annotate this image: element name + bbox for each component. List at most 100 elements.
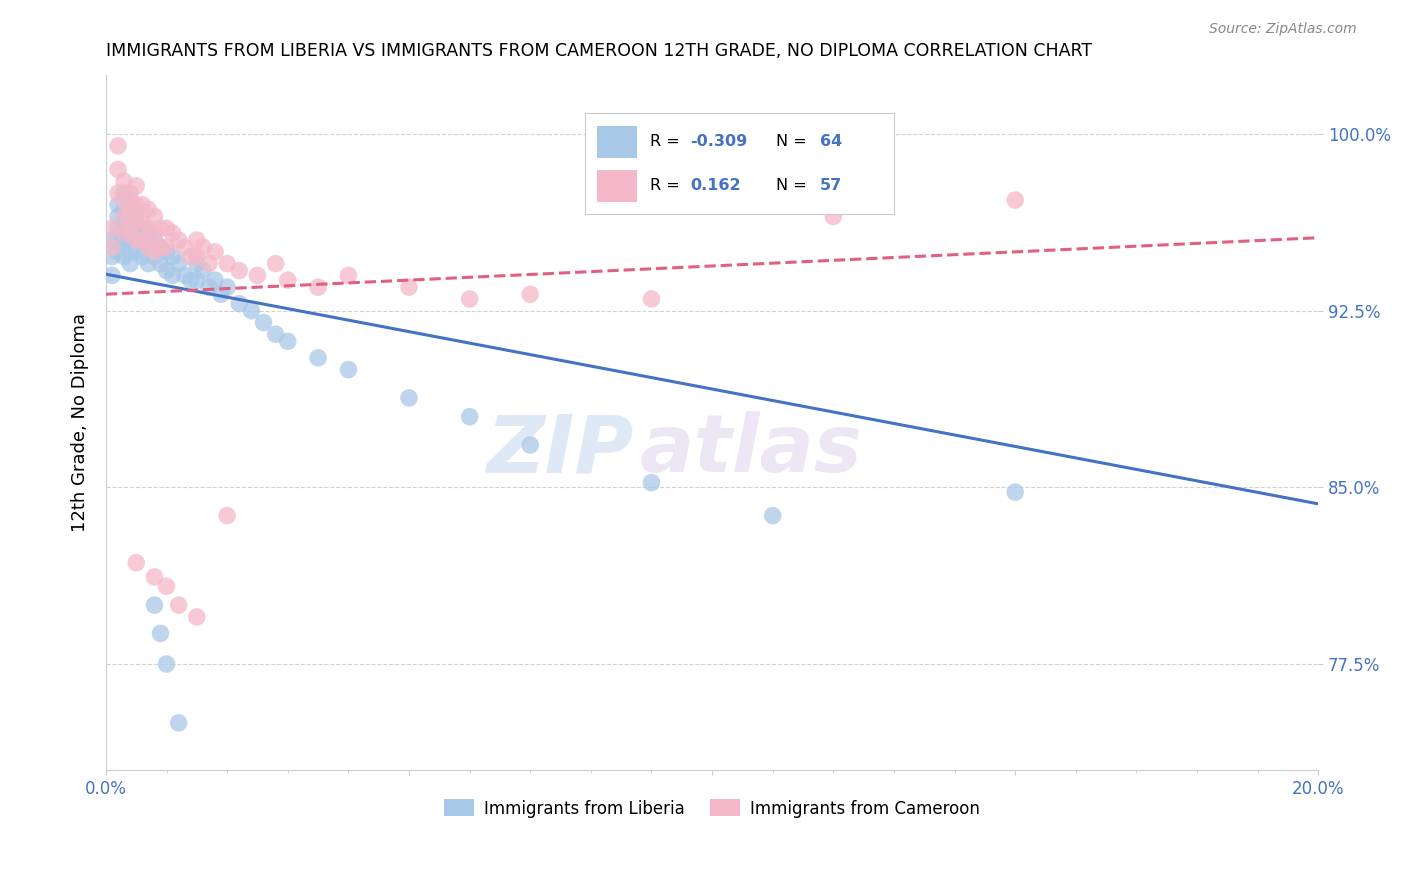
Point xyxy=(277,273,299,287)
Point xyxy=(155,240,177,254)
Point xyxy=(125,178,148,193)
Point xyxy=(823,210,845,224)
Point xyxy=(120,186,142,200)
Point xyxy=(186,610,208,624)
Point xyxy=(209,287,232,301)
Point xyxy=(173,268,195,283)
Point xyxy=(138,240,160,254)
Text: atlas: atlas xyxy=(640,411,862,490)
Point xyxy=(101,233,124,247)
Point xyxy=(180,273,202,287)
Point xyxy=(252,316,274,330)
Text: Source: ZipAtlas.com: Source: ZipAtlas.com xyxy=(1209,22,1357,37)
Point xyxy=(162,226,184,240)
Point xyxy=(120,244,142,259)
Point xyxy=(107,198,129,212)
Point xyxy=(246,268,269,283)
Point xyxy=(217,280,239,294)
Point xyxy=(143,250,166,264)
Point xyxy=(149,257,172,271)
Point xyxy=(191,263,214,277)
Point xyxy=(149,626,172,640)
Point xyxy=(162,250,184,264)
Text: IMMIGRANTS FROM LIBERIA VS IMMIGRANTS FROM CAMEROON 12TH GRADE, NO DIPLOMA CORRE: IMMIGRANTS FROM LIBERIA VS IMMIGRANTS FR… xyxy=(105,42,1092,60)
Point xyxy=(167,715,190,730)
Point xyxy=(131,198,153,212)
Point xyxy=(1004,485,1026,500)
Point xyxy=(120,257,142,271)
Point xyxy=(217,508,239,523)
Point xyxy=(173,240,195,254)
Point xyxy=(143,244,166,259)
Point xyxy=(138,240,160,254)
Point xyxy=(277,334,299,349)
Point xyxy=(112,217,135,231)
Point xyxy=(107,186,129,200)
Point xyxy=(112,186,135,200)
Point xyxy=(198,280,221,294)
Point xyxy=(640,475,662,490)
Point xyxy=(112,174,135,188)
Point xyxy=(143,598,166,612)
Point xyxy=(1004,193,1026,207)
Point xyxy=(640,292,662,306)
Point xyxy=(107,162,129,177)
Point xyxy=(149,221,172,235)
Point xyxy=(240,303,263,318)
Point xyxy=(307,280,329,294)
Point xyxy=(228,263,250,277)
Legend: Immigrants from Liberia, Immigrants from Cameroon: Immigrants from Liberia, Immigrants from… xyxy=(437,793,987,824)
Point xyxy=(101,240,124,254)
Point xyxy=(204,244,226,259)
Point xyxy=(186,257,208,271)
Point xyxy=(120,210,142,224)
Point xyxy=(155,244,177,259)
Point xyxy=(125,228,148,243)
Point xyxy=(264,327,287,342)
Point xyxy=(131,233,153,247)
Point xyxy=(398,391,420,405)
Point xyxy=(120,233,142,247)
Point xyxy=(162,268,184,283)
Point xyxy=(112,210,135,224)
Point xyxy=(120,193,142,207)
Point xyxy=(458,292,481,306)
Point xyxy=(138,226,160,240)
Point xyxy=(120,221,142,235)
Point xyxy=(125,217,148,231)
Point xyxy=(191,240,214,254)
Point xyxy=(155,657,177,671)
Point xyxy=(138,202,160,217)
Point xyxy=(337,362,360,376)
Point xyxy=(167,257,190,271)
Point xyxy=(186,233,208,247)
Point xyxy=(120,202,142,217)
Point xyxy=(186,250,208,264)
Point xyxy=(264,257,287,271)
Point xyxy=(107,210,129,224)
Point xyxy=(198,257,221,271)
Point xyxy=(186,273,208,287)
Point xyxy=(107,233,129,247)
Point xyxy=(125,556,148,570)
Point xyxy=(107,139,129,153)
Point xyxy=(228,296,250,310)
Point xyxy=(155,263,177,277)
Point xyxy=(101,221,124,235)
Point xyxy=(307,351,329,365)
Point xyxy=(125,198,148,212)
Point xyxy=(131,214,153,228)
Point xyxy=(149,240,172,254)
Point xyxy=(167,233,190,247)
Point xyxy=(519,438,541,452)
Point xyxy=(458,409,481,424)
Point xyxy=(167,598,190,612)
Point xyxy=(101,250,124,264)
Point xyxy=(180,250,202,264)
Point xyxy=(398,280,420,294)
Y-axis label: 12th Grade, No Diploma: 12th Grade, No Diploma xyxy=(72,313,89,533)
Point xyxy=(131,233,153,247)
Point xyxy=(204,273,226,287)
Point xyxy=(143,233,166,247)
Point xyxy=(101,268,124,283)
